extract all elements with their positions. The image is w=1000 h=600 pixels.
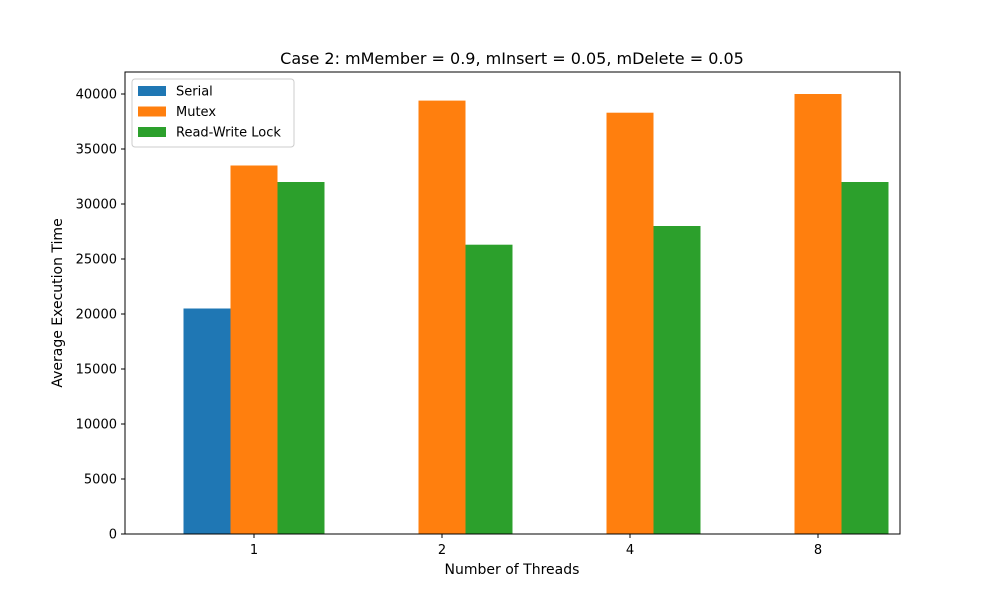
y-tick-label: 30000	[76, 198, 117, 213]
plot-frame	[124, 71, 901, 535]
x-tick-label: 4	[626, 543, 634, 558]
bar-mutex-4	[606, 112, 654, 534]
y-tick-label: 35000	[76, 143, 117, 158]
y-tick-label: 10000	[76, 418, 117, 433]
bar-mutex-2	[418, 100, 466, 534]
bar-read-write-lock-4	[653, 226, 701, 534]
x-tick-label: 8	[814, 543, 822, 558]
bar-read-write-lock-2	[465, 244, 513, 534]
legend-swatch	[138, 127, 166, 137]
y-tick-label: 5000	[84, 473, 117, 488]
x-axis: 1 2 4 8	[250, 534, 822, 558]
bar-mutex-8	[794, 94, 842, 534]
y-tick-label: 25000	[76, 253, 117, 268]
legend-label: Serial	[176, 85, 213, 100]
legend: Serial Mutex Read-Write Lock	[131, 78, 295, 148]
bar-read-write-lock-1	[277, 182, 325, 534]
bar-read-write-lock-8	[841, 182, 889, 534]
legend-label: Mutex	[176, 105, 216, 120]
bars-group	[183, 94, 889, 534]
chart-title: Case 2: mMember = 0.9, mInsert = 0.05, m…	[280, 49, 744, 68]
legend-swatch	[138, 106, 166, 117]
y-tick-label: 20000	[76, 308, 117, 323]
y-axis: 0 5000 10000 15000 20000 25000 30000 35000 40000	[76, 88, 125, 543]
x-tick-label: 2	[438, 543, 446, 558]
bar-serial-1	[183, 308, 231, 534]
y-tick-label: 15000	[76, 363, 117, 378]
legend-label: Read-Write Lock	[176, 126, 281, 141]
x-tick-label: 1	[250, 543, 258, 558]
bar-mutex-1	[230, 165, 278, 534]
y-axis-label: Average Execution Time	[50, 218, 66, 387]
x-axis-label: Number of Threads	[445, 562, 580, 578]
legend-box	[131, 78, 295, 148]
legend-swatch	[138, 86, 166, 96]
y-tick-label: 40000	[76, 88, 117, 103]
y-tick-label: 0	[109, 528, 117, 543]
